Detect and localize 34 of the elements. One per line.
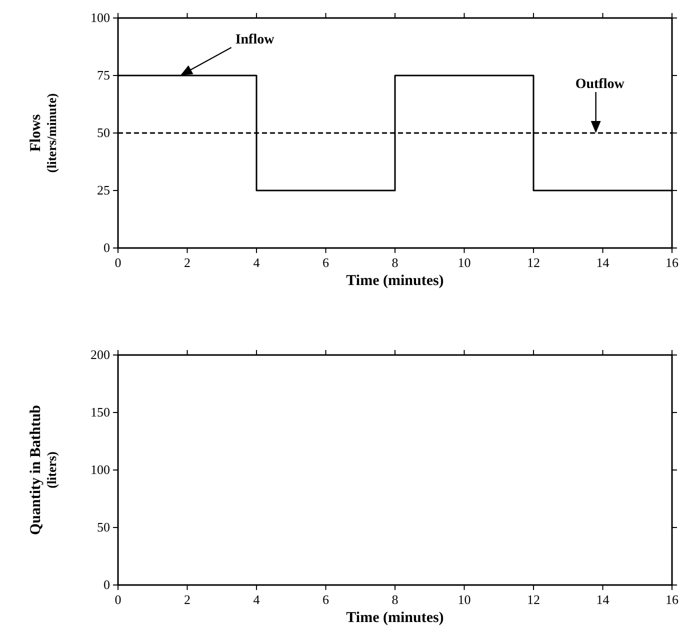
x-tick-label: 14 (596, 255, 610, 270)
x-tick-label: 0 (114, 592, 122, 607)
x-tick-label: 0 (114, 255, 122, 270)
x-tick-label: 10 (458, 592, 471, 607)
x-tick-label: 12 (527, 255, 540, 270)
y-tick-label: 100 (90, 10, 110, 25)
y-tick-label: 75 (97, 68, 110, 82)
x-tick-label: 14 (596, 592, 610, 607)
x-tick-label: 12 (527, 592, 540, 607)
x-tick-label: 8 (392, 255, 398, 270)
x-tick-label: 16 (666, 592, 679, 607)
y-tick-label: 200 (90, 347, 110, 362)
x-tick-label: 2 (184, 592, 190, 607)
x-tick-label: 2 (184, 255, 190, 270)
x-axis-title: Time (minutes) (346, 610, 444, 626)
x-tick-label: 6 (322, 592, 330, 607)
y-tick-label: 100 (90, 462, 110, 477)
x-tick-label: 16 (666, 255, 679, 270)
y-tick-label: 150 (90, 404, 110, 420)
x-tick-label: 8 (392, 592, 398, 607)
annotation: Outflow (575, 77, 626, 92)
annotation: Inflow (235, 32, 276, 48)
x-axis-title: Time (minutes) (346, 273, 444, 289)
y-axis-title: Flows (liters/minute) (28, 93, 59, 173)
y-tick-label: 50 (97, 125, 110, 140)
y-tick-label: 0 (104, 240, 110, 255)
x-tick-label: 6 (322, 255, 330, 270)
y-axis-title: Quantity in Bathtub (liters) (28, 404, 59, 536)
x-tick-label: 4 (253, 255, 260, 270)
y-tick-label: 0 (104, 577, 110, 592)
x-tick-label: 10 (458, 255, 471, 270)
y-tick-label: 25 (97, 182, 110, 198)
y-tick-label: 50 (97, 520, 110, 534)
x-tick-label: 4 (253, 592, 260, 607)
